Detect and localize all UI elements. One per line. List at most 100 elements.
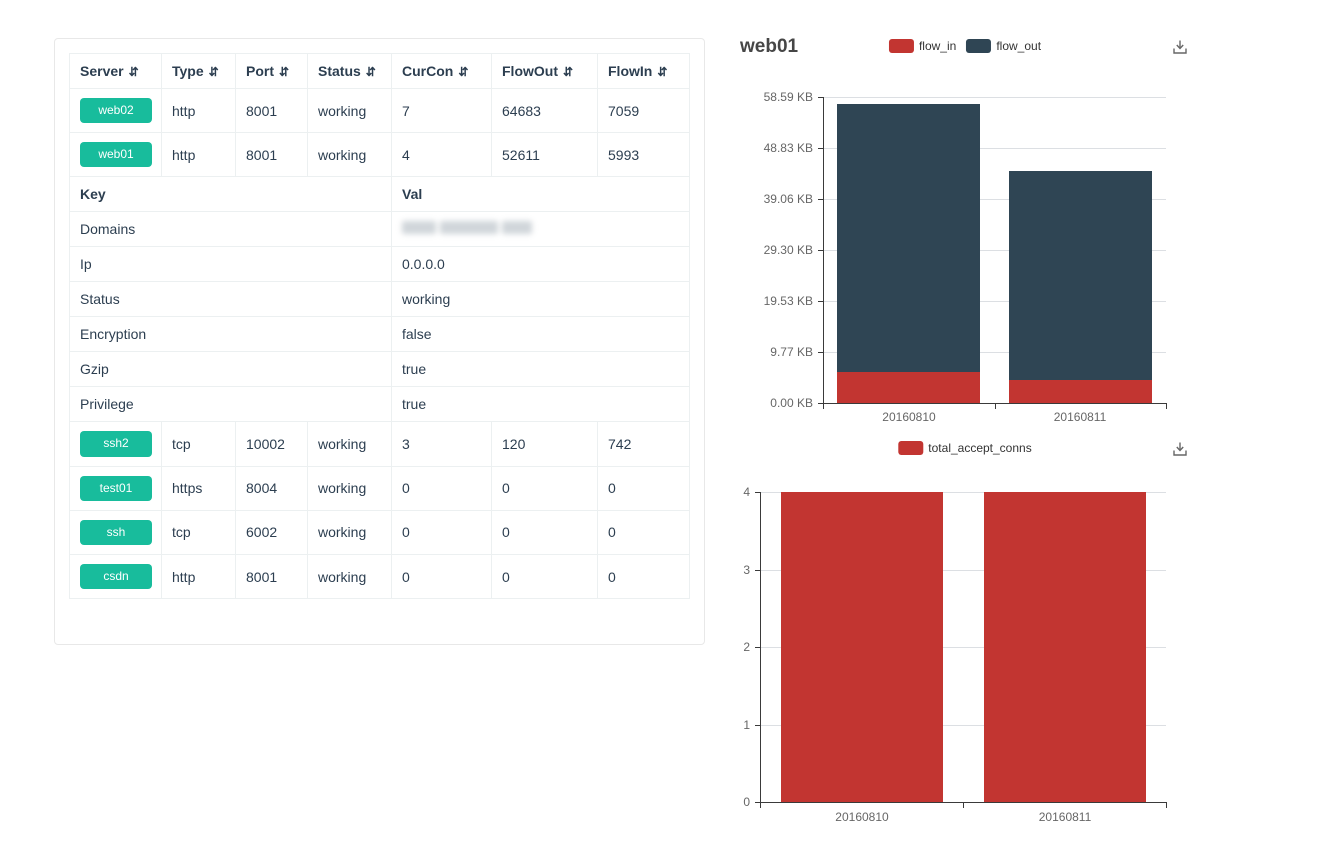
server-badge-csdn[interactable]: csdn xyxy=(80,563,152,590)
table-row-csdn: csdn http 8001 working 0 0 0 xyxy=(69,553,690,600)
cell-port: 6002 xyxy=(235,509,308,555)
legend-item-flow_in[interactable]: flow_in xyxy=(888,39,957,53)
table-row-ssh: ssh tcp 6002 working 0 0 0 xyxy=(69,509,690,555)
y-axis-label: 29.30 KB xyxy=(763,243,813,257)
bar-flow_in-20160811[interactable] xyxy=(1009,380,1152,403)
column-label: FlowOut xyxy=(502,63,558,79)
kv-val: working xyxy=(391,281,690,318)
cell-port: 10002 xyxy=(235,421,308,467)
kv-val xyxy=(391,211,690,248)
download-chart-icon[interactable] xyxy=(1170,38,1190,58)
kv-row-ip: Ip 0.0.0.0 xyxy=(69,246,690,283)
cell-flowin: 742 xyxy=(597,421,690,467)
bar-flow_in-20160810[interactable] xyxy=(837,372,980,403)
cell-port: 8001 xyxy=(235,553,308,600)
column-label: CurCon xyxy=(402,63,454,79)
x-axis-tick xyxy=(760,802,761,808)
kv-row-encryption: Encryption false xyxy=(69,316,690,353)
table-row-test01: test01 https 8004 working 0 0 0 xyxy=(69,465,690,511)
server-badge-test01[interactable]: test01 xyxy=(80,475,152,501)
sort-icon: ⇵ xyxy=(365,65,376,79)
cell-status: working xyxy=(307,509,392,555)
server-badge-web01[interactable]: web01 xyxy=(80,142,152,168)
sort-icon: ⇵ xyxy=(657,65,668,79)
column-header-type[interactable]: Type ⇵ xyxy=(161,53,236,89)
legend-item-flow_out[interactable]: flow_out xyxy=(966,39,1041,53)
column-header-flowout[interactable]: FlowOut ⇵ xyxy=(491,53,598,89)
chart-1-legend: total_accept_conns xyxy=(898,441,1032,455)
column-label: Status xyxy=(318,63,361,79)
server-badge-cell: web01 xyxy=(69,132,162,178)
column-label: Server xyxy=(80,63,124,79)
cell-flowout: 120 xyxy=(491,421,598,467)
kv-row-domains: Domains xyxy=(69,211,690,248)
y-axis-label: 58.59 KB xyxy=(763,90,813,104)
cell-curcon: 0 xyxy=(391,553,492,600)
kv-val: 0.0.0.0 xyxy=(391,246,690,283)
x-axis-label: 20160810 xyxy=(882,410,936,424)
cell-curcon: 0 xyxy=(391,509,492,555)
kv-key: Privilege xyxy=(69,386,392,423)
y-axis-tick xyxy=(755,492,760,493)
y-axis-label: 39.06 KB xyxy=(763,192,813,206)
sort-icon: ⇵ xyxy=(458,65,469,79)
bar-total_accept_conns-20160811[interactable] xyxy=(984,492,1146,802)
cell-flowout: 64683 xyxy=(491,87,598,134)
x-axis-tick xyxy=(963,802,964,808)
server-badge-cell: ssh2 xyxy=(69,421,162,467)
y-axis-tick xyxy=(818,148,823,149)
kv-val: true xyxy=(391,386,690,423)
column-header-curcon[interactable]: CurCon ⇵ xyxy=(391,53,492,89)
cell-curcon: 0 xyxy=(391,465,492,511)
cell-status: working xyxy=(307,132,392,178)
server-badge-ssh[interactable]: ssh xyxy=(80,519,152,545)
y-axis-tick xyxy=(818,301,823,302)
kv-key: Domains xyxy=(69,211,392,248)
kv-key: Status xyxy=(69,281,392,318)
sort-icon: ⇵ xyxy=(128,65,139,79)
legend-label: total_accept_conns xyxy=(928,441,1032,455)
kv-key: Encryption xyxy=(69,316,392,353)
column-header-port[interactable]: Port ⇵ xyxy=(235,53,308,89)
server-detail-card: Server ⇵ Type ⇵ Port ⇵ Status ⇵ CurCon ⇵ FlowOut ⇵ F… xyxy=(54,38,705,645)
table-row-ssh2: ssh2 tcp 10002 working 3 120 742 xyxy=(69,421,690,467)
bar-flow_out-20160811[interactable] xyxy=(1009,171,1152,380)
bar-flow_out-20160810[interactable] xyxy=(837,104,980,372)
bar-total_accept_conns-20160810[interactable] xyxy=(781,492,943,802)
y-axis-label: 48.83 KB xyxy=(763,141,813,155)
kv-row-status: Status working xyxy=(69,281,690,318)
y-axis-line xyxy=(823,97,824,403)
server-badge-ssh2[interactable]: ssh2 xyxy=(80,431,152,457)
kv-header-row: Key Val xyxy=(69,176,690,213)
legend-swatch-flow_out xyxy=(966,39,992,53)
table-row-web02: web02 http 8001 working 7 64683 7059 xyxy=(69,87,690,134)
y-axis-tick xyxy=(755,647,760,648)
cell-curcon: 4 xyxy=(391,132,492,178)
sort-icon: ⇵ xyxy=(208,65,219,79)
cell-port: 8001 xyxy=(235,132,308,178)
cell-status: working xyxy=(307,87,392,134)
download-chart-icon[interactable] xyxy=(1170,440,1190,460)
server-badge-web02[interactable]: web02 xyxy=(80,98,152,124)
y-axis-label: 9.77 KB xyxy=(770,345,813,359)
cell-flowout: 0 xyxy=(491,553,598,600)
column-label: Type xyxy=(172,63,204,79)
legend-label: flow_in xyxy=(918,39,957,53)
table-row-web01: web01 http 8001 working 4 52611 5993 xyxy=(69,132,690,178)
table-header-row: Server ⇵ Type ⇵ Port ⇵ Status ⇵ CurCon ⇵ FlowOut ⇵ F… xyxy=(69,53,690,89)
chart-0-legend: flow_in flow_out xyxy=(888,39,1041,53)
y-axis-tick xyxy=(818,352,823,353)
server-badge-cell: csdn xyxy=(69,553,162,600)
cell-flowout: 52611 xyxy=(491,132,598,178)
column-header-status[interactable]: Status ⇵ xyxy=(307,53,392,89)
x-axis-tick xyxy=(1166,802,1167,808)
legend-item-total_accept_conns[interactable]: total_accept_conns xyxy=(898,441,1032,455)
kv-key: Ip xyxy=(69,246,392,283)
column-header-server[interactable]: Server ⇵ xyxy=(69,53,162,89)
server-badge-cell: web02 xyxy=(69,87,162,134)
cell-flowout: 0 xyxy=(491,509,598,555)
cell-type: tcp xyxy=(161,509,236,555)
column-header-flowin[interactable]: FlowIn ⇵ xyxy=(597,53,690,89)
cell-flowin: 7059 xyxy=(597,87,690,134)
chart-title-web01: web01 xyxy=(740,36,799,57)
